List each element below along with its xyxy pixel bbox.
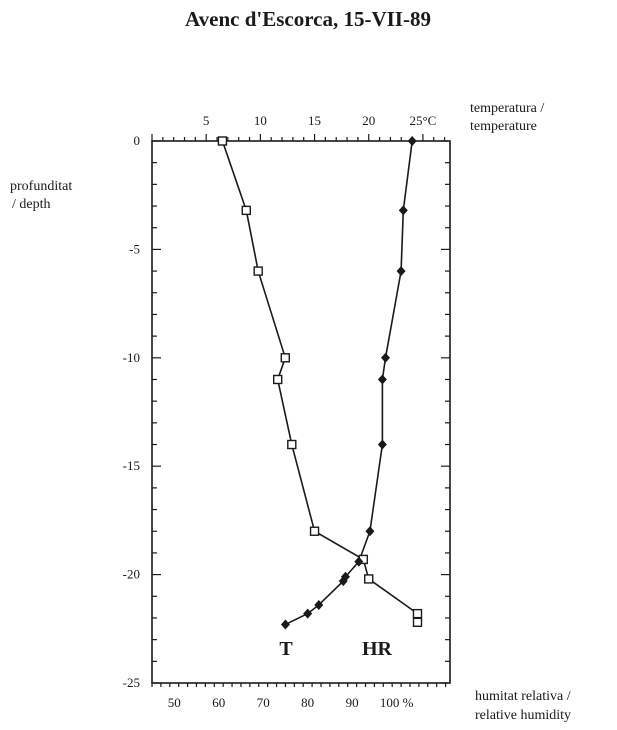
axis-ticks: 0 -5 -10 -15 -20 -25 5 10 15 20 25°C 50 60 70 80 90 100 … <box>123 113 450 710</box>
top-axis-label-line2: temperature <box>470 119 537 134</box>
data-point-t <box>287 439 297 450</box>
data-point-hr <box>314 599 324 610</box>
top-tick-label: 20 <box>362 113 375 128</box>
plot-frame <box>151 140 451 684</box>
data-point-t <box>412 608 423 619</box>
data-point-t <box>217 136 228 146</box>
top-axis-label-line1: temperatura / <box>470 101 544 116</box>
data-point-hr <box>398 205 408 216</box>
data-point-t <box>364 574 374 584</box>
y-tick-label: -20 <box>123 567 140 582</box>
data-point-hr <box>396 266 406 277</box>
bottom-tick-label: 90 <box>346 695 359 710</box>
bottom-tick-label: 60 <box>212 695 225 710</box>
top-tick-label: 15 <box>308 113 321 128</box>
data-point-hr <box>377 439 387 450</box>
y-tick-label: -10 <box>123 350 140 365</box>
data-point-t <box>273 374 283 385</box>
data-point-t <box>309 526 320 536</box>
y-tick-label: 0 <box>134 133 141 148</box>
data-point-hr <box>280 619 290 630</box>
legend-label-hr: HR <box>362 638 393 660</box>
bottom-tick-label: 50 <box>168 695 181 710</box>
data-point-hr <box>354 556 364 567</box>
data-point-hr <box>381 352 391 363</box>
series-markers <box>217 136 423 630</box>
data-point-hr <box>365 526 375 537</box>
data-point-t <box>241 205 251 216</box>
data-point-hr <box>407 136 417 146</box>
series-line-t <box>221 140 419 623</box>
chart-title: Avenc d'Escorca, 15-VII-89 <box>185 7 431 31</box>
series-lines <box>221 140 419 626</box>
bottom-tick-label: 70 <box>257 695 270 710</box>
y-axis-label-line1: profunditat <box>10 179 72 194</box>
y-tick-label: -5 <box>129 241 140 256</box>
legend-label-t: T <box>279 638 293 660</box>
top-tick-label: 5 <box>203 113 210 128</box>
y-tick-label: -25 <box>123 675 140 690</box>
data-point-t <box>412 617 423 627</box>
bottom-axis-label-line1: humitat relativa / <box>475 689 571 704</box>
bottom-tick-label: 80 <box>301 695 314 710</box>
top-tick-label: 10 <box>254 113 267 128</box>
data-point-hr <box>338 576 348 587</box>
y-tick-label: -15 <box>123 458 140 473</box>
bottom-axis-label-line2: relative humidity <box>475 708 571 723</box>
data-point-hr <box>303 608 313 619</box>
data-point-t <box>253 266 263 276</box>
data-point-hr <box>377 374 387 385</box>
bottom-tick-label: 100 % <box>380 695 414 710</box>
data-point-t <box>280 353 290 363</box>
top-tick-label: 25°C <box>409 113 436 128</box>
y-axis-label-line2: / depth <box>12 197 51 212</box>
